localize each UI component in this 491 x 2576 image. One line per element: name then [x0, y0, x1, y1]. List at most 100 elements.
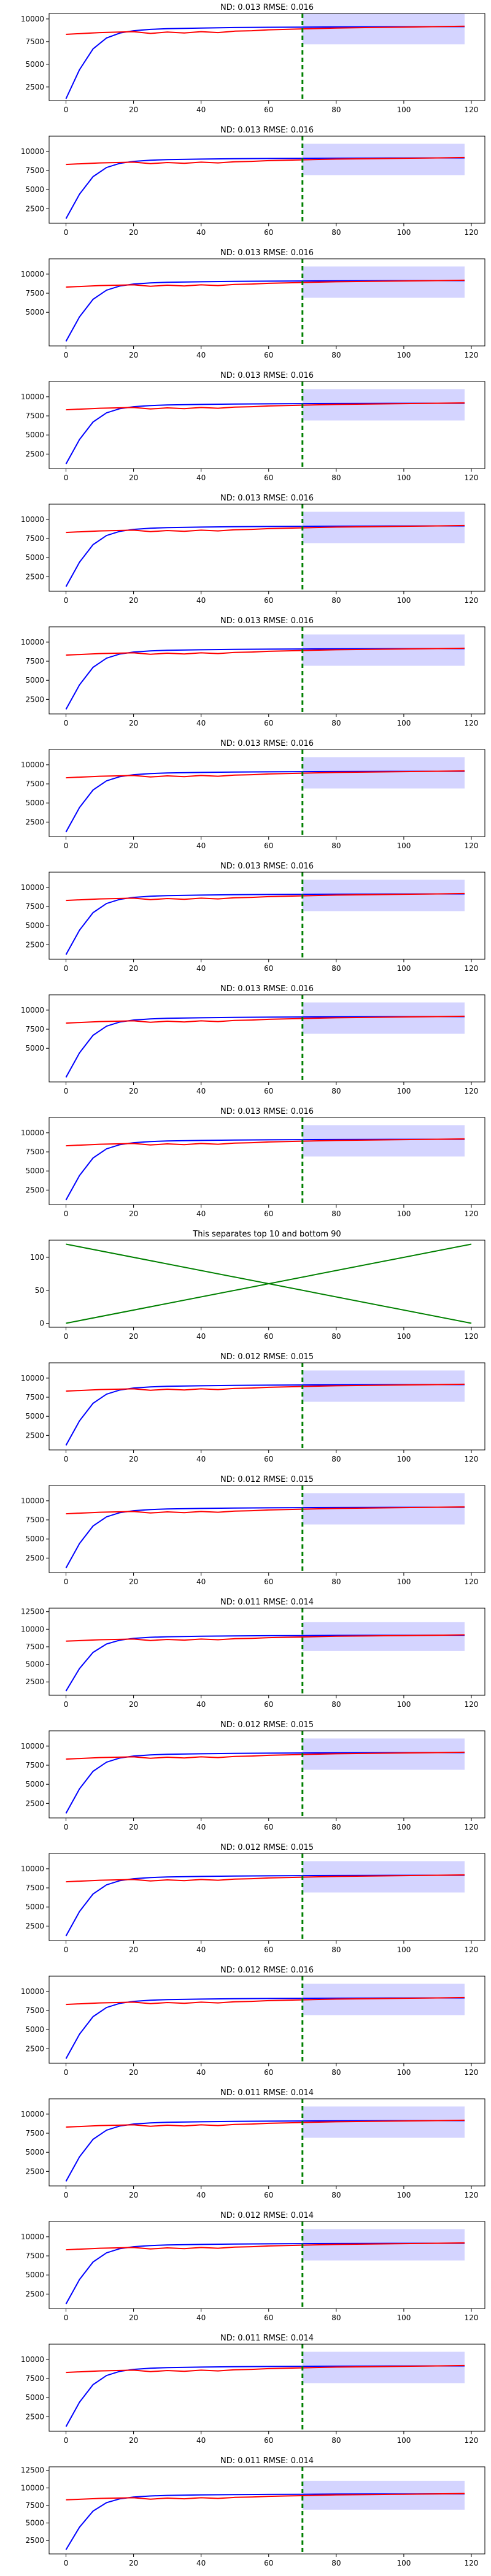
actual-series-line — [66, 1383, 465, 1392]
subplot-4: ND: 0.013 RMSE: 0.016 0 20 40 60 80 100 120 2500… — [21, 371, 485, 482]
plot-area — [65, 1608, 465, 1695]
x-tick-label: 60 — [264, 473, 273, 482]
x-tick-label: 20 — [129, 1455, 138, 1463]
x-tick-label: 60 — [264, 964, 273, 973]
y-tick-label: 5000 — [25, 431, 44, 439]
y-tick-label: 10000 — [21, 15, 44, 23]
x-tick-label: 100 — [396, 1945, 411, 1954]
y-tick-label: 2500 — [25, 2412, 44, 2421]
x-tick-label: 40 — [196, 2313, 206, 2322]
y-tick-label: 7500 — [25, 1516, 44, 1524]
x-tick-label: 20 — [129, 1087, 138, 1095]
y-tick-label: 5000 — [25, 185, 44, 194]
actual-series-line — [66, 524, 465, 534]
x-tick-label: 0 — [64, 1209, 69, 1218]
y-tick-label: 2500 — [25, 2290, 44, 2298]
plot-area — [65, 2221, 465, 2309]
x-tick-label: 40 — [196, 1945, 206, 1954]
plot-area — [65, 2467, 465, 2554]
x-tick-label: 40 — [196, 2191, 206, 2199]
y-tick-label: 7500 — [25, 1148, 44, 1156]
x-tick-label: 100 — [396, 1577, 411, 1586]
x-tick-label: 60 — [264, 105, 273, 114]
plot-area — [65, 749, 465, 837]
x-tick-label: 40 — [196, 1087, 206, 1095]
y-tick-label: 5000 — [25, 1780, 44, 1788]
x-tick-label: 60 — [264, 719, 273, 727]
y-tick-label: 5000 — [25, 1903, 44, 1911]
y-tick-label: 7500 — [25, 412, 44, 420]
y-tick-label: 5000 — [25, 2025, 44, 2034]
x-tick-label: 100 — [396, 1823, 411, 1831]
y-tick-label: 5000 — [25, 2519, 44, 2528]
subplot-title: ND: 0.013 RMSE: 0.016 — [220, 126, 314, 135]
subplot-title: ND: 0.013 RMSE: 0.016 — [220, 616, 314, 626]
x-tick-label: 20 — [129, 1332, 138, 1341]
subplot-title: ND: 0.013 RMSE: 0.016 — [220, 984, 314, 994]
x-tick-label: 0 — [64, 1455, 69, 1463]
x-tick-label: 120 — [465, 105, 479, 114]
y-tick-label: 2500 — [25, 450, 44, 458]
x-tick-label: 120 — [465, 2313, 479, 2322]
subplot-title: ND: 0.011 RMSE: 0.014 — [220, 2456, 314, 2466]
x-tick-label: 20 — [129, 2436, 138, 2445]
y-tick-label: 2500 — [25, 1554, 44, 1562]
x-tick-label: 120 — [465, 2436, 479, 2445]
x-tick-label: 80 — [331, 473, 341, 482]
axes-frame — [48, 2221, 485, 2309]
x-tick-label: 40 — [196, 105, 206, 114]
axes-frame — [48, 136, 485, 224]
x-tick-label: 40 — [196, 473, 206, 482]
subplot-13: ND: 0.012 RMSE: 0.015 0 20 40 60 80 100 120 2500… — [21, 1475, 485, 1586]
x-tick-label: 20 — [129, 228, 138, 237]
y-tick-label: 10000 — [21, 1374, 44, 1382]
x-tick-label: 60 — [264, 351, 273, 359]
plot-area — [65, 381, 465, 469]
x-tick-label: 80 — [331, 1700, 341, 1709]
x-tick-label: 0 — [64, 351, 69, 359]
x-tick-label: 120 — [465, 2068, 479, 2077]
plot-area — [65, 2099, 465, 2186]
x-tick-label: 120 — [465, 1823, 479, 1831]
x-tick-label: 60 — [264, 1209, 273, 1218]
x-tick-label: 120 — [465, 964, 479, 973]
x-tick-label: 80 — [331, 2068, 341, 2077]
y-tick-label: 2500 — [25, 1431, 44, 1439]
subplot-14: ND: 0.011 RMSE: 0.014 0 20 40 60 80 100 120 2500… — [21, 1598, 485, 1709]
x-tick-label: 20 — [129, 964, 138, 973]
x-tick-label: 60 — [264, 2068, 273, 2077]
y-tick-label: 5000 — [25, 2271, 44, 2279]
x-tick-label: 0 — [64, 841, 69, 850]
subplot-16: ND: 0.012 RMSE: 0.015 0 20 40 60 80 100 120 2500… — [21, 1843, 485, 1954]
axes-frame — [48, 2344, 485, 2432]
plot-area — [66, 1243, 472, 1324]
plot-area — [65, 1976, 465, 2063]
x-tick-label: 100 — [396, 596, 411, 605]
axes-frame — [48, 504, 485, 592]
x-tick-label: 40 — [196, 1332, 206, 1341]
x-tick-label: 80 — [331, 228, 341, 237]
x-tick-label: 60 — [264, 228, 273, 237]
y-tick-label: 10000 — [21, 1987, 44, 1996]
subplot-6: ND: 0.013 RMSE: 0.016 0 20 40 60 80 100 120 2500… — [21, 616, 485, 727]
x-tick-label: 80 — [331, 1209, 341, 1218]
x-tick-label: 120 — [465, 228, 479, 237]
x-tick-label: 20 — [129, 1945, 138, 1954]
x-tick-label: 20 — [129, 1209, 138, 1218]
x-tick-label: 20 — [129, 105, 138, 114]
subplot-9: ND: 0.013 RMSE: 0.016 0 20 40 60 80 100 120 5000… — [21, 984, 485, 1095]
actual-series-line — [66, 770, 465, 779]
actual-series-line — [66, 1874, 465, 1883]
y-tick-label: 10000 — [21, 1625, 44, 1633]
x-tick-label: 40 — [196, 1823, 206, 1831]
subplot-10: ND: 0.013 RMSE: 0.016 0 20 40 60 80 100 120 2500… — [21, 1107, 485, 1218]
plot-area — [65, 259, 465, 346]
x-tick-label: 40 — [196, 1209, 206, 1218]
subplot-15: ND: 0.012 RMSE: 0.015 0 20 40 60 80 100 120 2500… — [21, 1720, 485, 1831]
x-tick-label: 20 — [129, 596, 138, 605]
y-tick-label: 2500 — [25, 818, 44, 826]
plot-area — [65, 13, 465, 101]
y-tick-label: 10000 — [21, 883, 44, 892]
y-tick-label: 7500 — [25, 2129, 44, 2137]
